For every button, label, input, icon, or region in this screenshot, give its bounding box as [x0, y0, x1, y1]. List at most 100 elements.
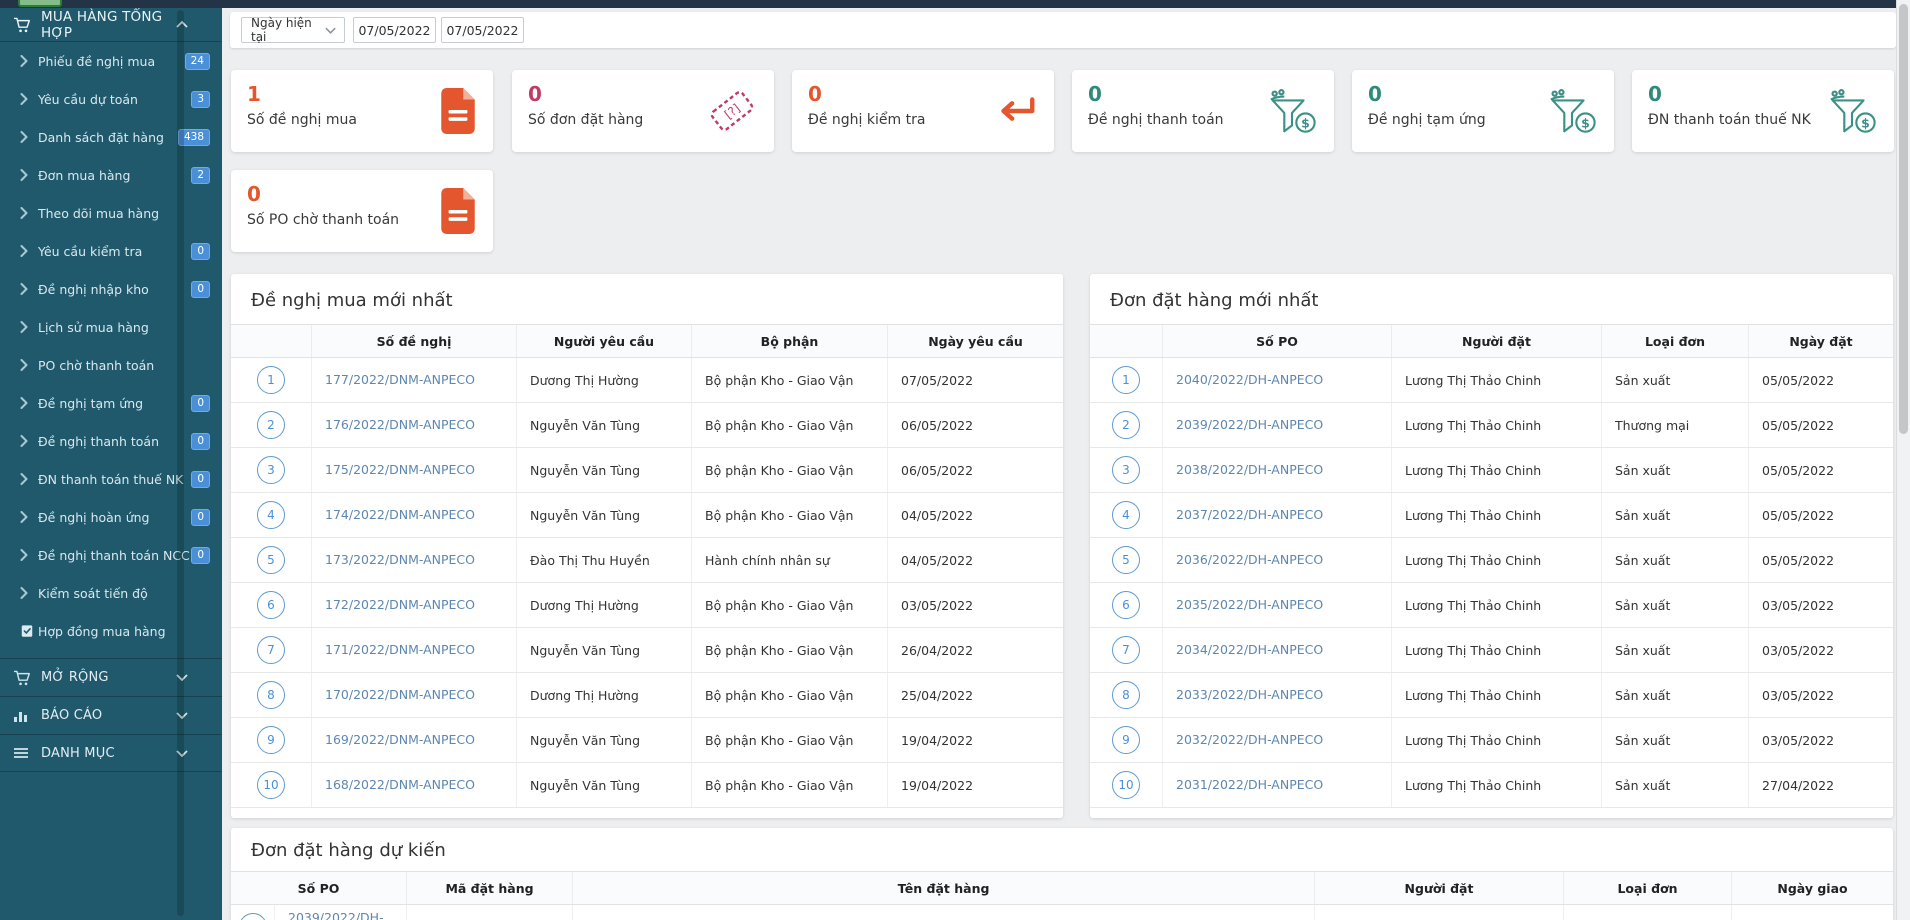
sidebar-scrollbar[interactable]	[177, 10, 184, 916]
kpi-card[interactable]: 0 Đề nghị tạm ứng $	[1352, 70, 1614, 152]
table-row: 2 176/2022/DNM-ANPECO Nguyễn Văn Tùng Bộ…	[231, 403, 1063, 448]
doc-number-link[interactable]: 175/2022/DNM-ANPECO	[325, 461, 475, 477]
po-number-link[interactable]: 2039/2022/DH-ANPECO	[288, 910, 384, 920]
po-number-link[interactable]: 2031/2022/DH-ANPECO	[1176, 776, 1324, 792]
cell-row-number: 10	[1090, 763, 1163, 807]
doc-number-link[interactable]: 173/2022/DNM-ANPECO	[325, 551, 475, 567]
kpi-label: Đề nghị tạm ứng	[1368, 112, 1486, 128]
cell-order-type: Sản xuất	[1602, 628, 1749, 672]
sidebar-item-label: Hợp đồng mua hàng	[38, 623, 166, 639]
chevron-right-icon	[20, 245, 28, 257]
sidebar-item-label: Đề nghị tạm ứng	[38, 395, 144, 411]
doc-number-link[interactable]: 170/2022/DNM-ANPECO	[325, 686, 475, 702]
table-row: 5 173/2022/DNM-ANPECO Đào Thị Thu Huyền …	[231, 538, 1063, 583]
chevron-right-icon	[20, 511, 28, 523]
cell-requester: Dương Thị Hường	[517, 358, 692, 402]
sidebar-item[interactable]: Đơn mua hàng 2	[0, 156, 222, 194]
date-range-select[interactable]: Ngày hiện tại	[241, 16, 345, 44]
svg-text:$: $	[1861, 115, 1870, 130]
doc-number-link[interactable]: 174/2022/DNM-ANPECO	[325, 506, 475, 522]
sidebar-item[interactable]: Đề nghị tạm ứng 0	[0, 384, 222, 422]
kpi-card[interactable]: 0 Số đơn đặt hàng [?]	[512, 70, 774, 152]
doc-number-link[interactable]: 171/2022/DNM-ANPECO	[325, 641, 475, 657]
sidebar-item[interactable]: Đề nghị thanh toán 0	[0, 422, 222, 460]
page-scrollbar-thumb[interactable]	[1899, 4, 1908, 434]
svg-text:[?]: [?]	[722, 101, 743, 122]
sidebar-section[interactable]: MỞ RỘNG	[0, 658, 222, 696]
cell-po-number: 2036/2022/DH-ANPECO	[1163, 538, 1392, 582]
cell-request-date: 19/04/2022	[901, 777, 974, 793]
sidebar-item[interactable]: Đề nghị nhập kho 0	[0, 270, 222, 308]
table-row: 1 177/2022/DNM-ANPECO Dương Thị Hường Bộ…	[231, 358, 1063, 403]
kpi-card[interactable]: 0 Số PO chờ thanh toán	[231, 170, 493, 252]
sidebar-item[interactable]: Đề nghị hoàn ứng 0	[0, 498, 222, 536]
kpi-label: Đề nghị thanh toán	[1088, 112, 1224, 128]
po-number-link[interactable]: 2033/2022/DH-ANPECO	[1176, 686, 1324, 702]
sidebar-item-label: Đề nghị hoàn ứng	[38, 509, 150, 525]
cell-row-number: 2	[231, 403, 312, 447]
sidebar-item[interactable]: Hợp đồng mua hàng	[0, 612, 222, 650]
doc-number-link[interactable]: 172/2022/DNM-ANPECO	[325, 596, 475, 612]
kpi-card[interactable]: 0 ĐN thanh toán thuế NK $	[1632, 70, 1894, 152]
po-number-link[interactable]: 2040/2022/DH-ANPECO	[1176, 371, 1324, 387]
po-number-link[interactable]: 2035/2022/DH-ANPECO	[1176, 596, 1324, 612]
po-number-link[interactable]: 2038/2022/DH-ANPECO	[1176, 461, 1324, 477]
sidebar-item-label: Đề nghị nhập kho	[38, 281, 149, 297]
po-number-link[interactable]: 2034/2022/DH-ANPECO	[1176, 641, 1324, 657]
table-row: 7 2034/2022/DH-ANPECO Lương Thị Thảo Chi…	[1090, 628, 1893, 673]
cell-department: Bộ phận Kho - Giao Vận	[692, 718, 888, 762]
table-body: 1 2039/2022/DH-ANPECO	[231, 905, 1893, 920]
chevron-down-icon	[325, 27, 336, 34]
sidebar-header-label: MUA HÀNG TỔNG HỢP	[41, 8, 163, 41]
sidebar-item[interactable]: ĐN thanh toán thuế NK 0	[0, 460, 222, 498]
cell-request-date: 06/05/2022	[901, 417, 974, 433]
kpi-card[interactable]: 1 Số đề nghị mua	[231, 70, 493, 152]
sidebar-item[interactable]: Lịch sử mua hàng	[0, 308, 222, 346]
sidebar-item[interactable]: Danh sách đặt hàng 438	[0, 118, 222, 156]
sidebar-section[interactable]: DANH MỤC	[0, 734, 222, 772]
sidebar-item[interactable]: Phiếu đề nghị mua 24	[0, 42, 222, 80]
cart-icon	[14, 670, 30, 685]
kpi-card[interactable]: 0 Đề nghị thanh toán $	[1072, 70, 1334, 152]
kpi-card[interactable]: 0 Đề nghị kiểm tra	[792, 70, 1054, 152]
sidebar-item[interactable]: Yêu cầu dự toán 3	[0, 80, 222, 118]
page-scrollbar[interactable]	[1896, 0, 1910, 920]
table-row: 9 2032/2022/DH-ANPECO Lương Thị Thảo Chi…	[1090, 718, 1893, 763]
header-cell-empty	[231, 325, 312, 357]
date-to-input[interactable]	[441, 17, 524, 43]
po-number-link[interactable]: 2037/2022/DH-ANPECO	[1176, 506, 1324, 522]
date-from-input[interactable]	[353, 17, 436, 43]
sidebar-item[interactable]: Đề nghị thanh toán NCC 0	[0, 536, 222, 574]
row-number-badge: 2	[1112, 411, 1140, 439]
sidebar-header-mua-hang-tong-hop[interactable]: MUA HÀNG TỔNG HỢP	[0, 8, 222, 42]
row-number-badge: 2	[257, 411, 285, 439]
cell-orderer: Lương Thị Thảo Chinh	[1392, 673, 1602, 717]
sidebar-menu: Phiếu đề nghị mua 24 Yêu cầu dự toán 3 D…	[0, 42, 222, 650]
chevron-up-icon	[176, 21, 188, 28]
sidebar-item-badge: 438	[177, 128, 210, 146]
table-row: 2 2039/2022/DH-ANPECO Lương Thị Thảo Chi…	[1090, 403, 1893, 448]
date-range-select-value: Ngày hiện tại	[251, 16, 312, 44]
header-cell: Ngày đặt	[1789, 333, 1853, 349]
po-number-link[interactable]: 2032/2022/DH-ANPECO	[1176, 731, 1324, 747]
po-number-link[interactable]: 2039/2022/DH-ANPECO	[1176, 416, 1324, 432]
cell-doc-number: 170/2022/DNM-ANPECO	[312, 673, 517, 717]
sidebar-item[interactable]: PO chờ thanh toán	[0, 346, 222, 384]
doc-number-link[interactable]: 169/2022/DNM-ANPECO	[325, 731, 475, 747]
cell-department: Bộ phận Kho - Giao Vận	[692, 628, 888, 672]
po-number-link[interactable]: 2036/2022/DH-ANPECO	[1176, 551, 1324, 567]
cell-row-number: 5	[231, 538, 312, 582]
table-row: 8 170/2022/DNM-ANPECO Dương Thị Hường Bộ…	[231, 673, 1063, 718]
sidebar-item[interactable]: Kiểm soát tiến độ	[0, 574, 222, 612]
cell-row-number: 1	[231, 905, 275, 920]
doc-number-link[interactable]: 176/2022/DNM-ANPECO	[325, 416, 475, 432]
cell-requester: Đào Thị Thu Huyền	[517, 538, 692, 582]
doc-number-link[interactable]: 177/2022/DNM-ANPECO	[325, 371, 475, 387]
sidebar-section[interactable]: BÁO CÁO	[0, 696, 222, 734]
row-number-badge: 3	[257, 456, 285, 484]
table-row: 10 168/2022/DNM-ANPECO Nguyễn Văn Tùng B…	[231, 763, 1063, 808]
sidebar-item[interactable]: Theo dõi mua hàng	[0, 194, 222, 232]
doc-number-link[interactable]: 168/2022/DNM-ANPECO	[325, 776, 475, 792]
table-body: 1 2040/2022/DH-ANPECO Lương Thị Thảo Chi…	[1090, 358, 1893, 808]
sidebar-item[interactable]: Yêu cầu kiểm tra 0	[0, 232, 222, 270]
